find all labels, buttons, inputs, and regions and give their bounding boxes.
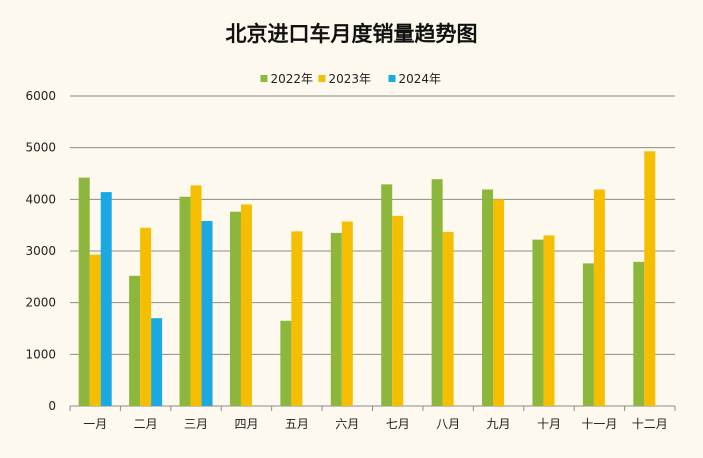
legend-swatch	[388, 75, 396, 82]
bar-2022年-七月	[381, 184, 393, 406]
bar-2023年-十一月	[593, 189, 605, 406]
legend-label: 2024年	[399, 72, 442, 86]
legend: 2022年 2023年 2024年	[260, 72, 442, 86]
y-tick-label: 4000	[25, 192, 56, 206]
bar-2023年-十二月	[644, 151, 656, 406]
bar-2024年-一月	[100, 192, 112, 406]
chart-title: 北京进口车月度销量趋势图	[225, 22, 478, 46]
legend-label: 2022年	[271, 72, 314, 86]
x-tick-label: 二月	[134, 417, 158, 431]
bar-2022年-九月	[482, 189, 494, 406]
x-tick-label: 七月	[386, 417, 410, 431]
y-tick-label: 5000	[25, 141, 56, 155]
x-tick-label: 五月	[285, 417, 309, 431]
bar-2022年-三月	[179, 196, 191, 406]
x-tick-label: 十二月	[632, 417, 668, 431]
bar-2023年-六月	[341, 221, 353, 406]
bar-2023年-七月	[392, 215, 404, 406]
x-tick-label: 八月	[436, 417, 460, 431]
bar-2022年-二月	[129, 275, 141, 406]
bar-2023年-二月	[140, 227, 152, 406]
bar-2024年-三月	[201, 221, 213, 406]
x-tick-label: 三月	[184, 417, 208, 431]
x-tick-label: 六月	[335, 417, 359, 431]
x-tick-label: 十月	[537, 417, 561, 431]
bar-2024年-二月	[151, 318, 163, 406]
bar-2022年-十二月	[633, 261, 645, 406]
bar-2023年-十月	[543, 235, 555, 406]
y-tick-label: 1000	[25, 347, 56, 361]
x-tick-label: 十一月	[581, 417, 617, 431]
bar-2023年-八月	[442, 231, 454, 406]
bar-2023年-九月	[493, 199, 505, 406]
bar-2022年-八月	[431, 179, 443, 406]
bar-2023年-四月	[240, 204, 252, 406]
bar-2022年-五月	[280, 320, 292, 406]
bar-2022年-一月	[78, 177, 90, 406]
bars	[78, 151, 656, 406]
bar-2022年-十一月	[582, 263, 594, 406]
axes	[69, 405, 676, 411]
legend-label: 2023年	[329, 72, 372, 86]
bar-2023年-五月	[291, 231, 303, 406]
y-tick-label: 6000	[25, 89, 56, 103]
legend-swatch	[318, 75, 326, 82]
bar-2022年-四月	[229, 211, 241, 406]
legend-swatch	[260, 75, 268, 82]
grid-lines	[70, 95, 675, 355]
y-tick-label: 2000	[25, 296, 56, 310]
y-tick-label: 0	[48, 399, 56, 413]
bar-2023年-三月	[190, 185, 202, 406]
x-tick-label: 九月	[487, 417, 511, 431]
bar-2022年-十月	[532, 239, 544, 406]
y-tick-label: 3000	[25, 244, 56, 258]
x-tick-label: 四月	[234, 417, 258, 431]
x-tick-label: 一月	[83, 417, 107, 431]
tick-labels: 0 1000 2000 3000 4000 5000 6000 一月 二月 三月 四月 五月 六月 七月 八…	[25, 89, 667, 431]
bar-2022年-六月	[330, 232, 342, 406]
bar-2023年-一月	[89, 254, 101, 406]
